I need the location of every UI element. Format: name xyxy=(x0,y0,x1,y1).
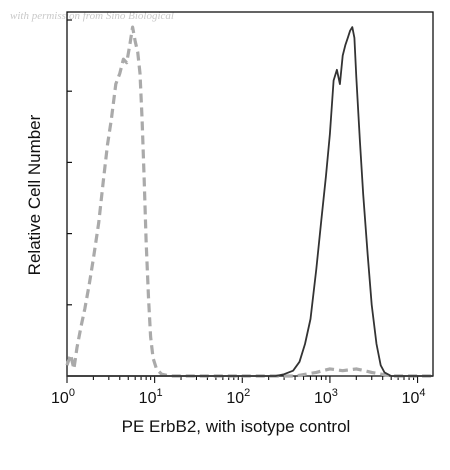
x-tick-label: 100 xyxy=(51,387,75,407)
x-tick-label: 103 xyxy=(314,387,338,407)
x-tick-label: 101 xyxy=(139,387,163,407)
x-tick-label: 104 xyxy=(402,387,426,407)
y-axis-label: Relative Cell Number xyxy=(25,114,44,275)
plot-border xyxy=(66,11,434,377)
plot-frame xyxy=(66,11,434,377)
erbb2-series xyxy=(67,26,433,377)
x-axis-label: PE ErbB2, with isotype control xyxy=(122,417,351,436)
watermark-text: with permission from Sino Biological xyxy=(10,10,174,22)
isotype-control-series xyxy=(65,25,433,378)
x-axis-tick-labels: 100 101 102 103 104 xyxy=(51,387,425,407)
x-tick-label: 102 xyxy=(226,387,250,407)
series-layer xyxy=(65,25,433,378)
y-axis-ticks xyxy=(67,19,72,306)
